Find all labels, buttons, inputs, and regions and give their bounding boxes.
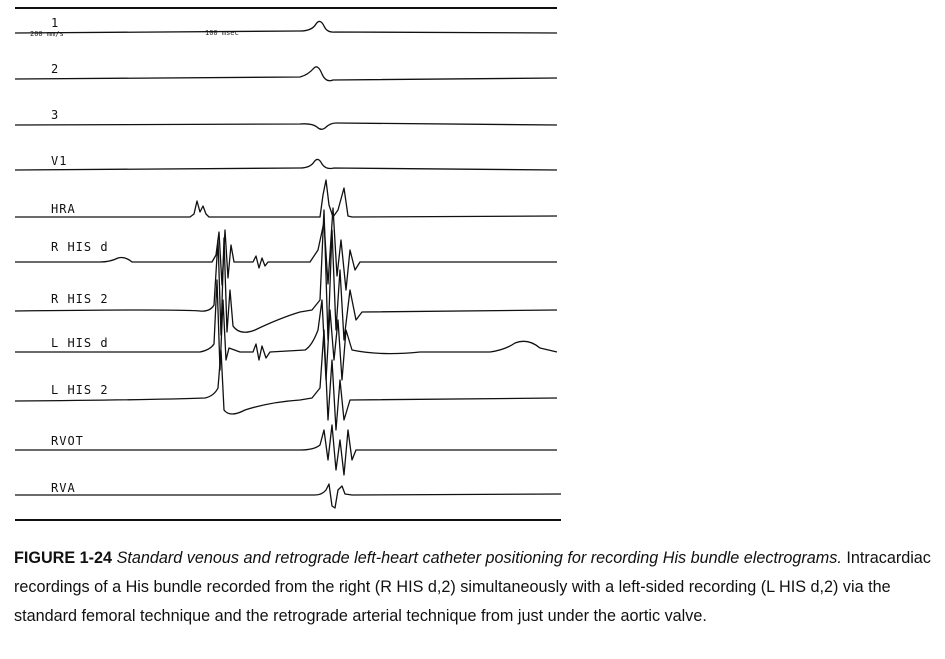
lead-label-hra: HRA	[51, 202, 76, 216]
electrogram-tracings: 200 mm/s 100 msec 1 2 3 V1 HRA R HIS d R…	[14, 7, 562, 521]
figure-caption: FIGURE 1-24 Standard venous and retrogra…	[14, 544, 934, 631]
trace-lead-v1	[14, 158, 558, 171]
lead-label-3: 3	[51, 108, 59, 122]
trace-lead-3	[14, 122, 558, 130]
lead-label-rva: RVA	[51, 481, 76, 495]
lead-label-l-his-d: L HIS d	[51, 336, 109, 350]
trace-lead-l-his-d	[15, 279, 558, 381]
lead-label-1: 1	[51, 16, 59, 30]
trace-lead-l-his-2	[14, 329, 558, 431]
lead-label-r-his-d: R HIS d	[51, 240, 109, 254]
trace-lead-r-his-2	[14, 209, 558, 341]
trace-lead-2	[14, 66, 558, 82]
trace-lead-hra	[15, 179, 558, 218]
speed-label: 200 mm/s	[30, 30, 64, 38]
lead-label-r-his-2: R HIS 2	[51, 292, 109, 306]
lead-label-2: 2	[51, 62, 59, 76]
caption-body: Intracardiac recordings of a His bundle …	[14, 549, 931, 625]
caption-number: FIGURE 1-24	[14, 549, 113, 567]
lead-label-l-his-2: L HIS 2	[51, 383, 109, 397]
time-marker-label: 100 msec	[205, 29, 239, 37]
lead-label-rvot: RVOT	[51, 434, 84, 448]
trace-lead-rva	[15, 483, 562, 509]
caption-title: Standard venous and retrograde left-hear…	[116, 549, 842, 567]
trace-lead-1	[14, 20, 558, 34]
lead-label-v1: V1	[51, 154, 67, 168]
trace-lead-rvot	[15, 424, 557, 476]
